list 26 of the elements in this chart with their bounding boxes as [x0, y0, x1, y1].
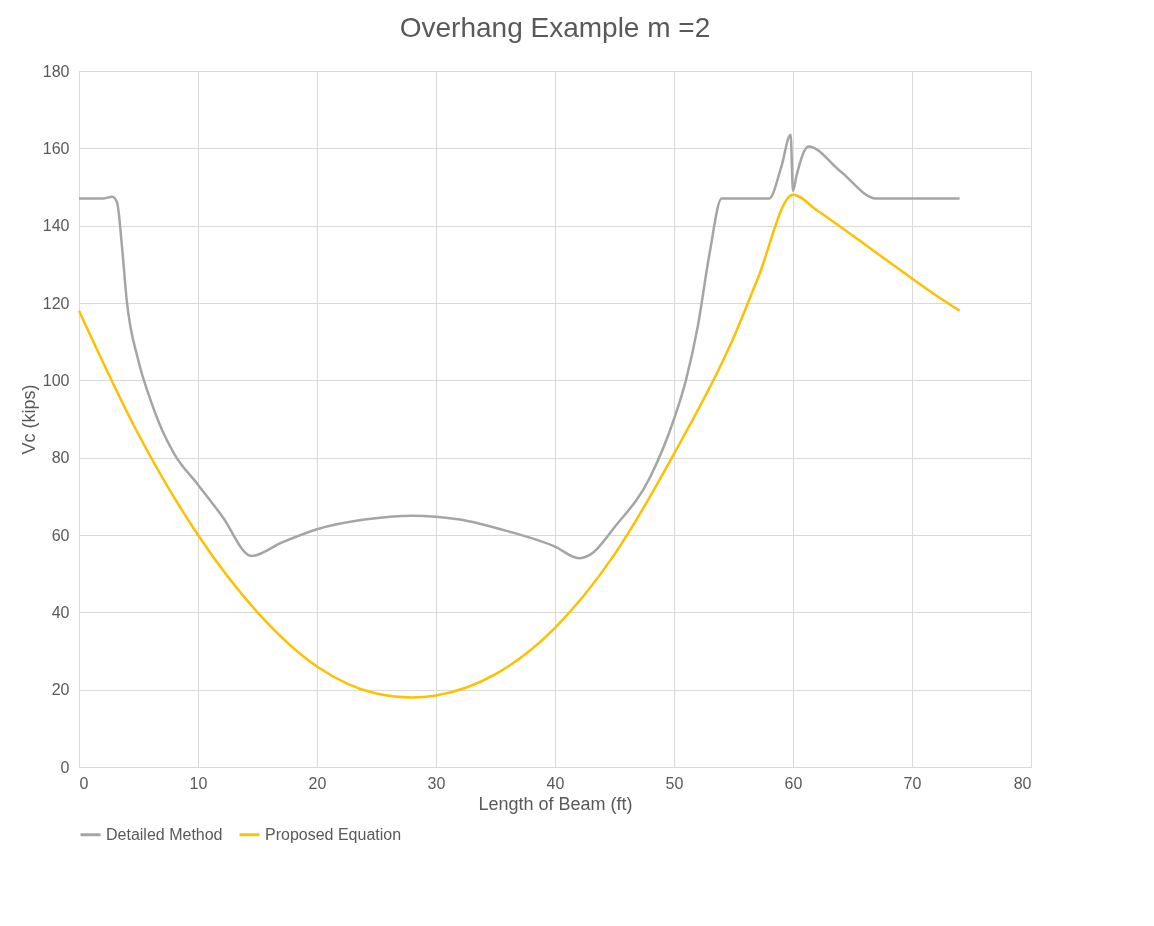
- x-tick-label: 20: [308, 774, 327, 792]
- y-tick-label: 140: [42, 217, 70, 235]
- y-tick-label: 0: [60, 758, 70, 776]
- x-axis-title: Length of Beam (ft): [478, 793, 633, 814]
- legend-label: Proposed Equation: [265, 825, 402, 843]
- x-tick-label: 60: [784, 774, 803, 792]
- x-tick-label: 80: [1013, 774, 1032, 792]
- x-tick-label: 50: [665, 774, 684, 792]
- y-tick-label: 40: [51, 603, 70, 621]
- x-tick-label: 30: [427, 774, 446, 792]
- y-tick-label: 60: [51, 526, 70, 544]
- x-tick-label: 40: [546, 774, 565, 792]
- x-tick-label: 0: [79, 774, 89, 792]
- y-axis-title: Vc (kips): [18, 384, 39, 455]
- y-tick-label: 80: [51, 449, 70, 467]
- x-tick-label: 70: [903, 774, 922, 792]
- line-series: [77, 133, 961, 560]
- x-tick-label: 10: [189, 774, 208, 792]
- chart-title: Overhang Example m =2: [399, 12, 711, 43]
- y-tick-label: 20: [51, 681, 70, 699]
- y-tick-label: 100: [42, 371, 70, 389]
- y-tick-label: 180: [42, 62, 70, 80]
- y-tick-label: 120: [42, 294, 70, 312]
- line-series: [77, 193, 961, 699]
- y-tick-label: 160: [42, 139, 70, 157]
- legend-label: Detailed Method: [106, 825, 223, 843]
